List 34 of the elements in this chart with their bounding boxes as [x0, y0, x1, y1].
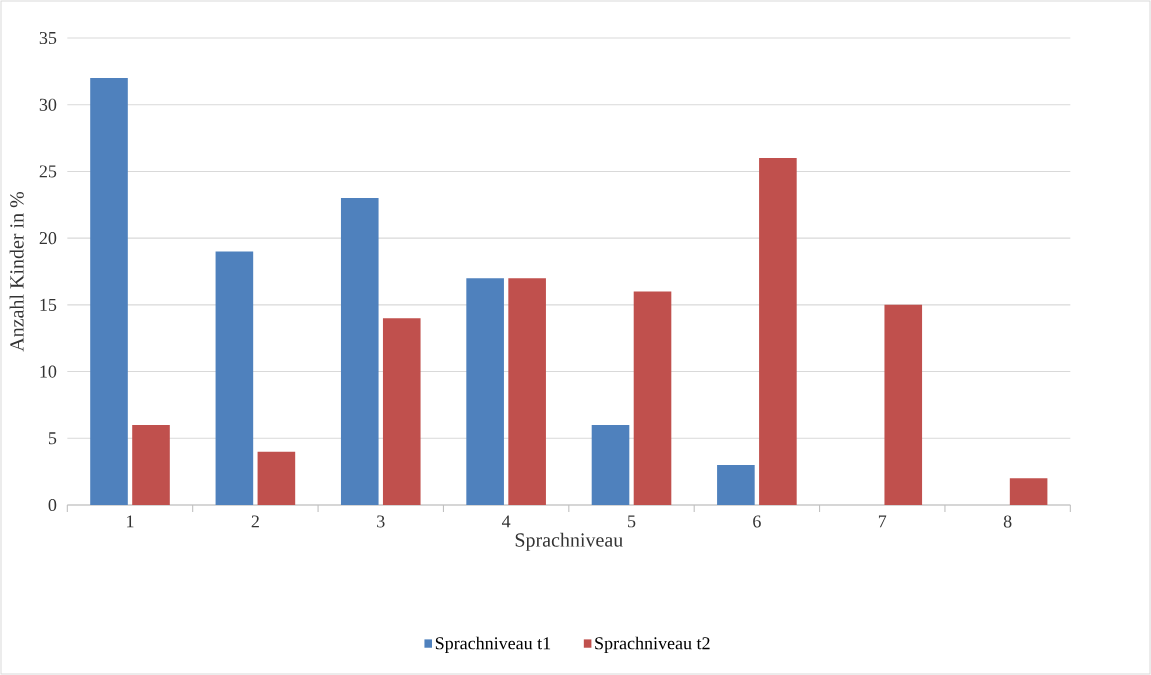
bar: [759, 158, 797, 505]
y-tick-label: 5: [48, 432, 57, 445]
x-tick-label: 7: [878, 515, 887, 528]
x-tick-label: 5: [628, 515, 636, 528]
y-axis-title: Anzahl Kinder in %: [9, 191, 24, 352]
y-tick-label: 15: [40, 298, 57, 311]
y-tick-label: 35: [39, 31, 57, 45]
bar: [466, 278, 504, 505]
bar: [591, 424, 630, 505]
bar: [382, 318, 421, 505]
x-axis-title: Sprachniveau: [515, 532, 623, 551]
bar: [884, 304, 923, 505]
y-tick-label: 30: [39, 98, 57, 111]
x-tick-label: 6: [753, 515, 761, 528]
y-tick-label: 10: [40, 365, 57, 378]
x-tick-label: 4: [501, 515, 511, 528]
x-tick-label: 3: [377, 515, 385, 528]
y-tick-label: 25: [39, 165, 57, 178]
bar: [340, 198, 379, 505]
bar: [257, 451, 296, 505]
bar: [633, 291, 672, 505]
bar: [132, 424, 170, 505]
y-tick-label: 0: [48, 498, 57, 512]
y-tick-label: 20: [39, 232, 57, 245]
bar: [1009, 478, 1048, 505]
x-tick-label: 8: [1003, 515, 1012, 528]
bar: [717, 464, 755, 505]
bar: [508, 278, 546, 505]
x-tick-label: 1: [127, 515, 134, 528]
legend-label: Sprachniveau t1: [435, 636, 551, 654]
bar: [215, 251, 254, 505]
legend-label: Sprachniveau t2: [595, 636, 710, 654]
bar: [90, 78, 128, 505]
x-tick-label: 2: [251, 515, 259, 528]
